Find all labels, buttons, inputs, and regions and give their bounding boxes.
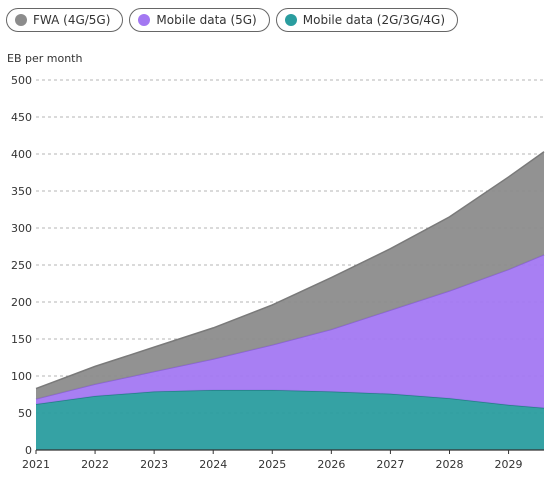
legend-swatch-mobile-legacy <box>284 14 297 26</box>
legend-label-mobile-legacy: Mobile data (2G/3G/4G) <box>302 13 446 27</box>
x-tick-label-2026: 2026 <box>317 458 345 471</box>
y-tick-label-0: 0 <box>25 444 32 457</box>
x-tick-label-2023: 2023 <box>140 458 168 471</box>
x-tick-label-2028: 2028 <box>435 458 463 471</box>
y-tick-label-200: 200 <box>11 296 32 309</box>
legend: FWA (4G/5G) Mobile data (5G) Mobile data… <box>6 8 459 32</box>
x-tick-label-2027: 2027 <box>376 458 404 471</box>
x-tick-label-2029: 2029 <box>495 458 523 471</box>
y-tick-label-500: 500 <box>11 74 32 87</box>
y-tick-label-100: 100 <box>11 370 32 383</box>
area-mobile-data-5g <box>36 254 544 408</box>
y-tick-label-450: 450 <box>11 111 32 124</box>
y-tick-label-350: 350 <box>11 185 32 198</box>
legend-item-mobile-legacy[interactable]: Mobile data (2G/3G/4G) <box>275 8 459 32</box>
legend-item-mobile-5g[interactable]: Mobile data (5G) <box>129 8 270 32</box>
area-fwa-4g-5g <box>36 151 544 399</box>
legend-swatch-fwa <box>15 14 27 26</box>
areas <box>35 151 545 450</box>
line-fwa-4g-5g <box>35 151 545 390</box>
y-axis-unit-label: EB per month <box>7 52 83 65</box>
legend-swatch-mobile-5g <box>138 14 151 26</box>
legend-label-mobile-5g: Mobile data (5G) <box>156 13 257 27</box>
x-tick-label-2025: 2025 <box>258 458 286 471</box>
axes: 0 50 100 150 200 250 300 350 400 450 500 2021 2022 20… <box>11 74 544 471</box>
x-tick-label-2022: 2022 <box>81 458 109 471</box>
y-tick-label-150: 150 <box>11 333 32 346</box>
x-tick-label-2024: 2024 <box>199 458 227 471</box>
y-tick-label-50: 50 <box>18 407 32 420</box>
y-tick-label-400: 400 <box>11 148 32 161</box>
y-tick-label-250: 250 <box>11 259 32 272</box>
legend-label-fwa: FWA (4G/5G) <box>33 13 111 27</box>
area-mobile-data-2g-3g-4g <box>36 390 544 450</box>
legend-item-fwa[interactable]: FWA (4G/5G) <box>6 8 124 32</box>
y-tick-label-300: 300 <box>11 222 32 235</box>
x-tick-label-2021: 2021 <box>22 458 50 471</box>
